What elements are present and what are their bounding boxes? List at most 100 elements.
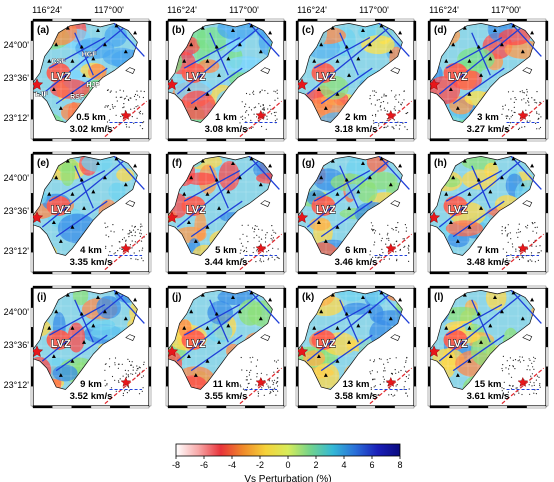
station-marker [492,161,497,166]
fault-lines [41,155,145,238]
station-marker [123,182,128,187]
map-panel: (i) LVZ 9 km3.52 km/s [30,285,152,409]
depth-label: 3 km [477,112,499,123]
station-marker [356,56,361,61]
station-marker [520,182,525,187]
station-marker [323,106,328,110]
seismic-stations [312,156,403,243]
coastline [297,23,403,123]
station-marker [214,311,219,316]
lvz-label: LVZ [186,71,206,83]
latitude-label: 24°00' [4,307,30,317]
station-marker [467,91,472,96]
station-marker [114,290,119,295]
station-marker [335,358,340,363]
station-marker [335,58,340,63]
colorbar-tick-label: -2 [256,460,264,470]
station-marker [198,75,203,80]
map-panel: (c) LVZ 2 km3.18 km/s [295,18,417,142]
island [390,334,401,341]
station-marker [455,373,460,377]
velocity-label: 3.46 km/s [335,257,378,268]
latitude-label: 23°12' [4,380,30,390]
coastline [167,290,273,390]
station-marker [499,175,504,180]
offshore-fault [104,367,148,405]
panel-label: (g) [302,158,315,169]
longitude-label: 117°00' [94,5,124,15]
longitude-label: 117°00' [359,5,389,15]
station-marker [467,358,472,363]
station-marker [379,156,384,161]
station-marker [102,309,107,314]
station-marker [205,224,210,229]
longitude-label: 116°24' [297,5,327,15]
station-marker [189,309,194,314]
station-marker [460,208,465,213]
frame-ticks [30,18,152,142]
velocity-label: 3.58 km/s [335,391,378,402]
seismic-stations [312,290,403,377]
lvz-label: LVZ [316,71,336,83]
seismic-stations [444,290,535,377]
station-marker [200,25,205,30]
station-marker [335,191,340,196]
offshore-fault [104,100,148,138]
station-marker [205,325,210,330]
station-marker [237,175,242,180]
offshore-fault [369,100,413,138]
island [260,67,271,74]
colorbar-tick-label: -4 [228,460,236,470]
fault-label: CSF [52,58,67,65]
map-panel: (b) LVZ 1 km3.08 km/s [165,18,287,142]
station-marker [58,106,63,110]
station-marker [70,91,75,96]
epicenter-star-icon [385,242,397,253]
station-marker [335,91,340,96]
station-marker [444,58,449,63]
island [125,200,136,207]
island [522,334,533,341]
seismic-stations [312,23,403,110]
station-marker [95,161,100,166]
station-marker [511,156,516,161]
station-marker [205,91,210,96]
station-marker [91,189,96,194]
latitude-label: 23°12' [4,113,30,123]
offshore-seismicity [104,89,145,130]
fault-label: RSF [70,94,85,101]
coastline [32,156,138,256]
coastline [167,156,273,256]
station-marker [205,358,210,363]
station-marker [114,156,119,161]
seismic-stations [444,156,535,243]
seismic-stations [47,290,138,377]
velocity-label: 3.27 km/s [467,124,510,135]
velocity-label: 3.61 km/s [467,391,510,402]
lvz-label: LVZ [51,204,71,216]
station-marker [328,75,333,80]
station-marker [205,58,210,63]
station-marker [114,23,119,28]
station-marker [217,73,222,77]
station-marker [230,28,235,33]
station-marker [230,161,235,166]
station-marker [319,175,324,180]
station-marker [347,340,352,344]
velocity-label: 3.44 km/s [205,257,248,268]
colorbar-tick-label: -6 [200,460,208,470]
station-marker [193,106,198,110]
station-marker [323,373,328,377]
fault-lines [176,155,280,238]
station-marker [356,189,361,194]
station-marker [200,158,205,163]
panel-label: (h) [434,158,447,169]
station-marker [249,290,254,295]
depth-label: 9 km [80,379,102,390]
station-marker [388,182,393,187]
station-marker [268,163,273,168]
station-marker [448,220,453,225]
station-marker [54,175,59,180]
panel-label: (e) [37,158,49,169]
